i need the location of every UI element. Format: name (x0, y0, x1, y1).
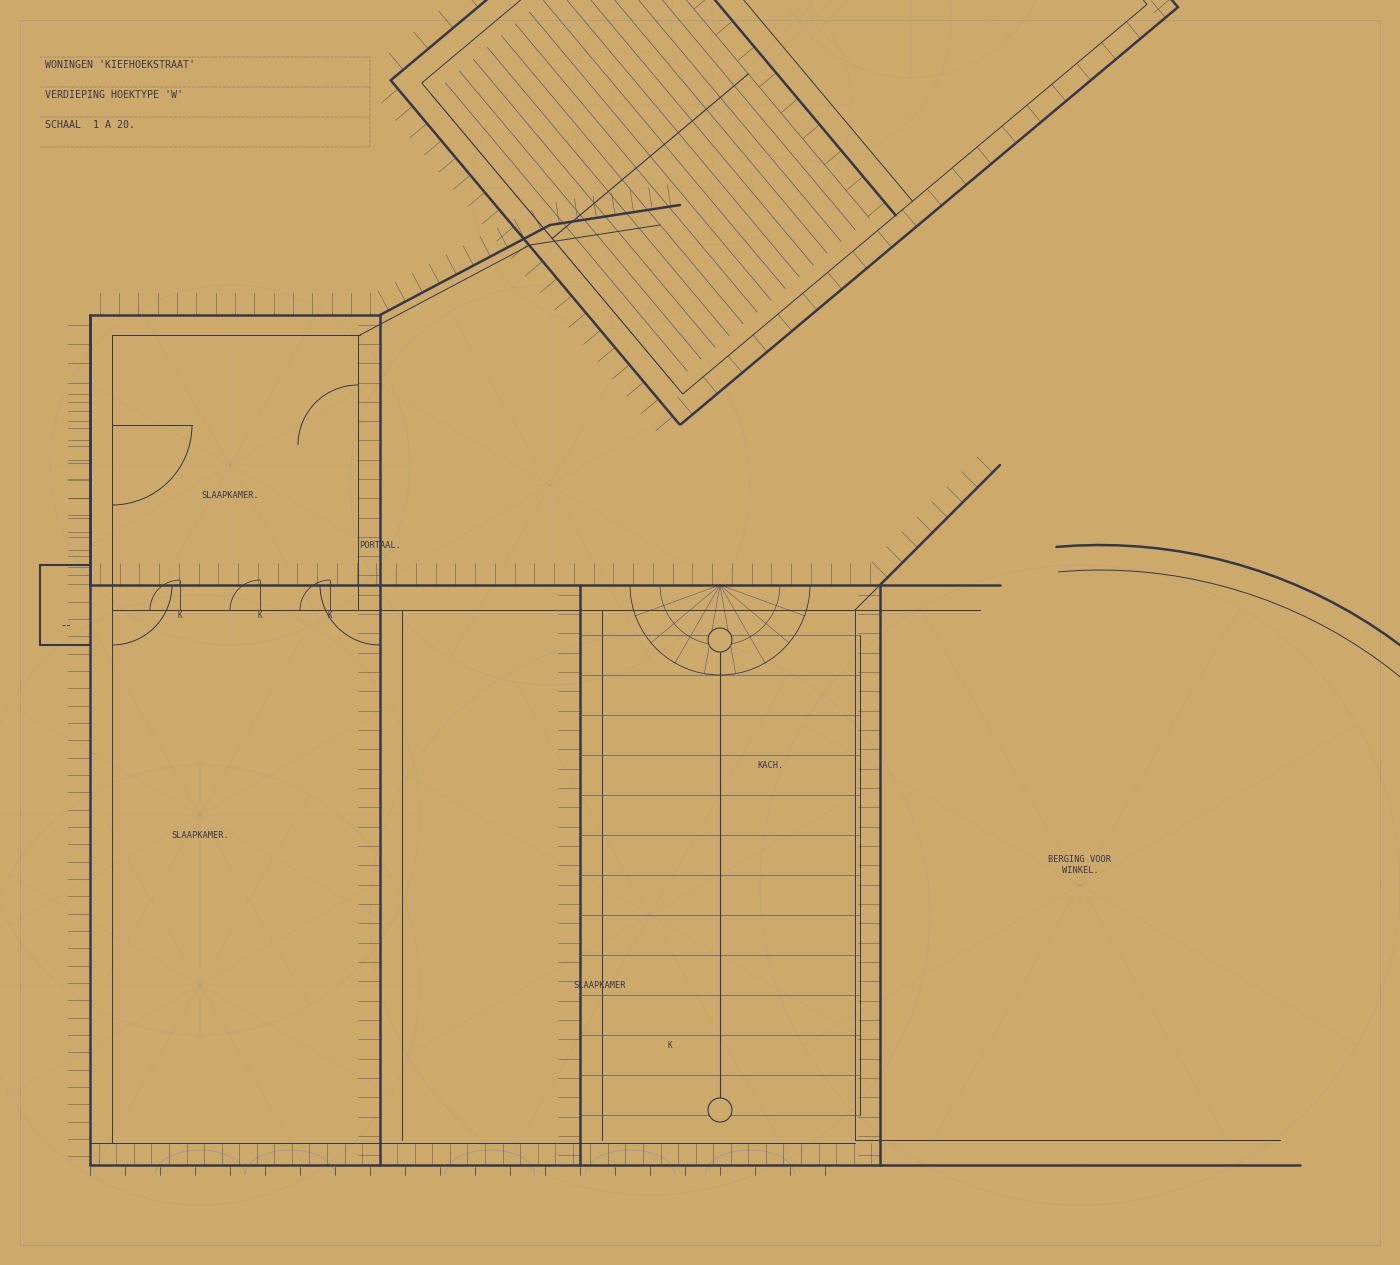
Text: PORTAAL.: PORTAAL. (358, 540, 400, 549)
Text: VERDIEPING HOEKTYPE 'W': VERDIEPING HOEKTYPE 'W' (45, 90, 183, 100)
Text: K: K (328, 611, 332, 620)
Polygon shape (20, 20, 1380, 1245)
Text: SLAAPKAMER.: SLAAPKAMER. (171, 831, 228, 840)
Text: SLAAPKAMER.: SLAAPKAMER. (202, 491, 259, 500)
Text: K: K (668, 1041, 672, 1050)
Text: KACH.: KACH. (757, 760, 783, 769)
Circle shape (708, 1098, 732, 1122)
Circle shape (708, 627, 732, 651)
Text: SLAAPKAMER: SLAAPKAMER (574, 980, 626, 989)
Text: BERGING VOOR
WINKEL.: BERGING VOOR WINKEL. (1049, 855, 1112, 875)
Text: SCHAAL  1 A 20.: SCHAAL 1 A 20. (45, 120, 134, 130)
Text: K: K (178, 611, 182, 620)
Text: K: K (258, 611, 262, 620)
Text: WONINGEN 'KIEFHOEKSTRAAT': WONINGEN 'KIEFHOEKSTRAAT' (45, 59, 195, 70)
